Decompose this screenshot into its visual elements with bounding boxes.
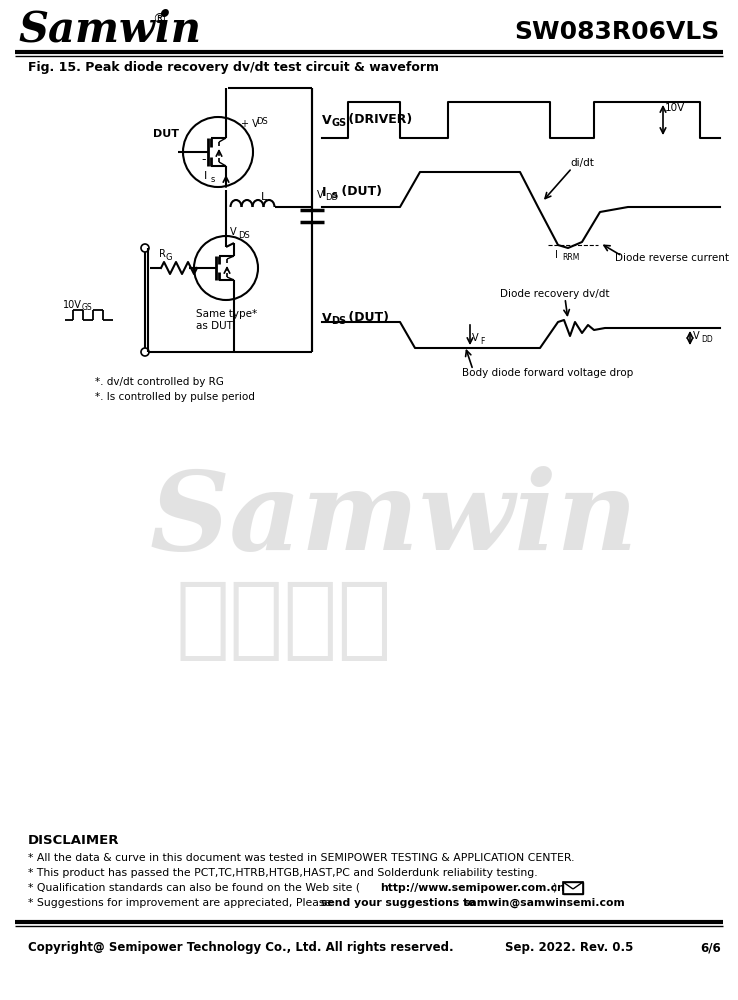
- Text: Diode recovery dv/dt: Diode recovery dv/dt: [500, 289, 610, 299]
- Text: DD: DD: [325, 194, 338, 202]
- Text: * All the data & curve in this document was tested in SEMIPOWER TESTING & APPLIC: * All the data & curve in this document …: [28, 853, 574, 863]
- Text: * Suggestions for improvement are appreciated, Please: * Suggestions for improvement are apprec…: [28, 898, 335, 908]
- Text: I: I: [555, 250, 558, 260]
- Text: L: L: [261, 192, 267, 202]
- Text: I: I: [204, 171, 207, 181]
- Text: 10V: 10V: [63, 300, 82, 310]
- Text: G: G: [166, 252, 173, 261]
- Text: 内部保密: 内部保密: [175, 576, 391, 664]
- Text: Diode reverse current: Diode reverse current: [615, 253, 729, 263]
- Text: (DUT): (DUT): [344, 312, 389, 324]
- Text: GS: GS: [82, 304, 93, 312]
- Text: * Qualification standards can also be found on the Web site (: * Qualification standards can also be fo…: [28, 883, 360, 893]
- Text: Samwin: Samwin: [150, 466, 638, 574]
- Text: DISCLAIMER: DISCLAIMER: [28, 834, 120, 846]
- Text: V: V: [472, 333, 479, 343]
- Text: samwin@samwinsemi.com: samwin@samwinsemi.com: [464, 898, 626, 908]
- Text: Samwin: Samwin: [18, 9, 201, 51]
- Text: V: V: [317, 190, 324, 200]
- Text: DS: DS: [238, 231, 249, 239]
- Text: DD: DD: [701, 334, 713, 344]
- Text: F: F: [480, 336, 484, 346]
- Text: ®: ®: [152, 13, 166, 27]
- Text: V: V: [322, 113, 331, 126]
- Text: * This product has passed the PCT,TC,HTRB,HTGB,HAST,PC and Solderdunk reliabilit: * This product has passed the PCT,TC,HTR…: [28, 868, 537, 878]
- Text: V: V: [322, 312, 331, 324]
- Text: di/dt: di/dt: [570, 158, 594, 168]
- Text: R: R: [159, 249, 166, 259]
- Text: ): ): [552, 883, 556, 893]
- Text: http://www.semipower.com.cn: http://www.semipower.com.cn: [380, 883, 565, 893]
- Text: 10V: 10V: [665, 103, 686, 113]
- Text: V: V: [693, 331, 700, 341]
- Text: Same type*: Same type*: [196, 309, 257, 319]
- Text: as DUT: as DUT: [196, 321, 233, 331]
- Text: GS: GS: [331, 118, 346, 128]
- Text: DS: DS: [256, 116, 268, 125]
- Text: s: s: [331, 190, 337, 200]
- Text: send your suggestions to: send your suggestions to: [321, 898, 480, 908]
- Text: DS: DS: [331, 316, 346, 326]
- Text: DUT: DUT: [153, 129, 179, 139]
- Text: + V: + V: [241, 119, 259, 129]
- Text: Body diode forward voltage drop: Body diode forward voltage drop: [462, 368, 633, 378]
- Text: V: V: [230, 227, 237, 237]
- Text: SW083R06VLS: SW083R06VLS: [514, 20, 720, 44]
- Text: I: I: [322, 186, 326, 198]
- Text: s: s: [211, 174, 215, 184]
- Text: (DRIVER): (DRIVER): [344, 113, 413, 126]
- Text: 6/6: 6/6: [700, 942, 721, 954]
- Text: *. dv/dt controlled by RG: *. dv/dt controlled by RG: [95, 377, 224, 387]
- Text: *. Is controlled by pulse period: *. Is controlled by pulse period: [95, 392, 255, 402]
- Text: Fig. 15. Peak diode recovery dv/dt test circuit & waveform: Fig. 15. Peak diode recovery dv/dt test …: [28, 62, 439, 75]
- Text: RRM: RRM: [562, 253, 579, 262]
- Text: Sep. 2022. Rev. 0.5: Sep. 2022. Rev. 0.5: [505, 942, 633, 954]
- Text: Copyright@ Semipower Technology Co., Ltd. All rights reserved.: Copyright@ Semipower Technology Co., Ltd…: [28, 942, 454, 954]
- FancyBboxPatch shape: [563, 882, 583, 894]
- Text: (DUT): (DUT): [337, 186, 382, 198]
- Text: -: -: [201, 153, 206, 166]
